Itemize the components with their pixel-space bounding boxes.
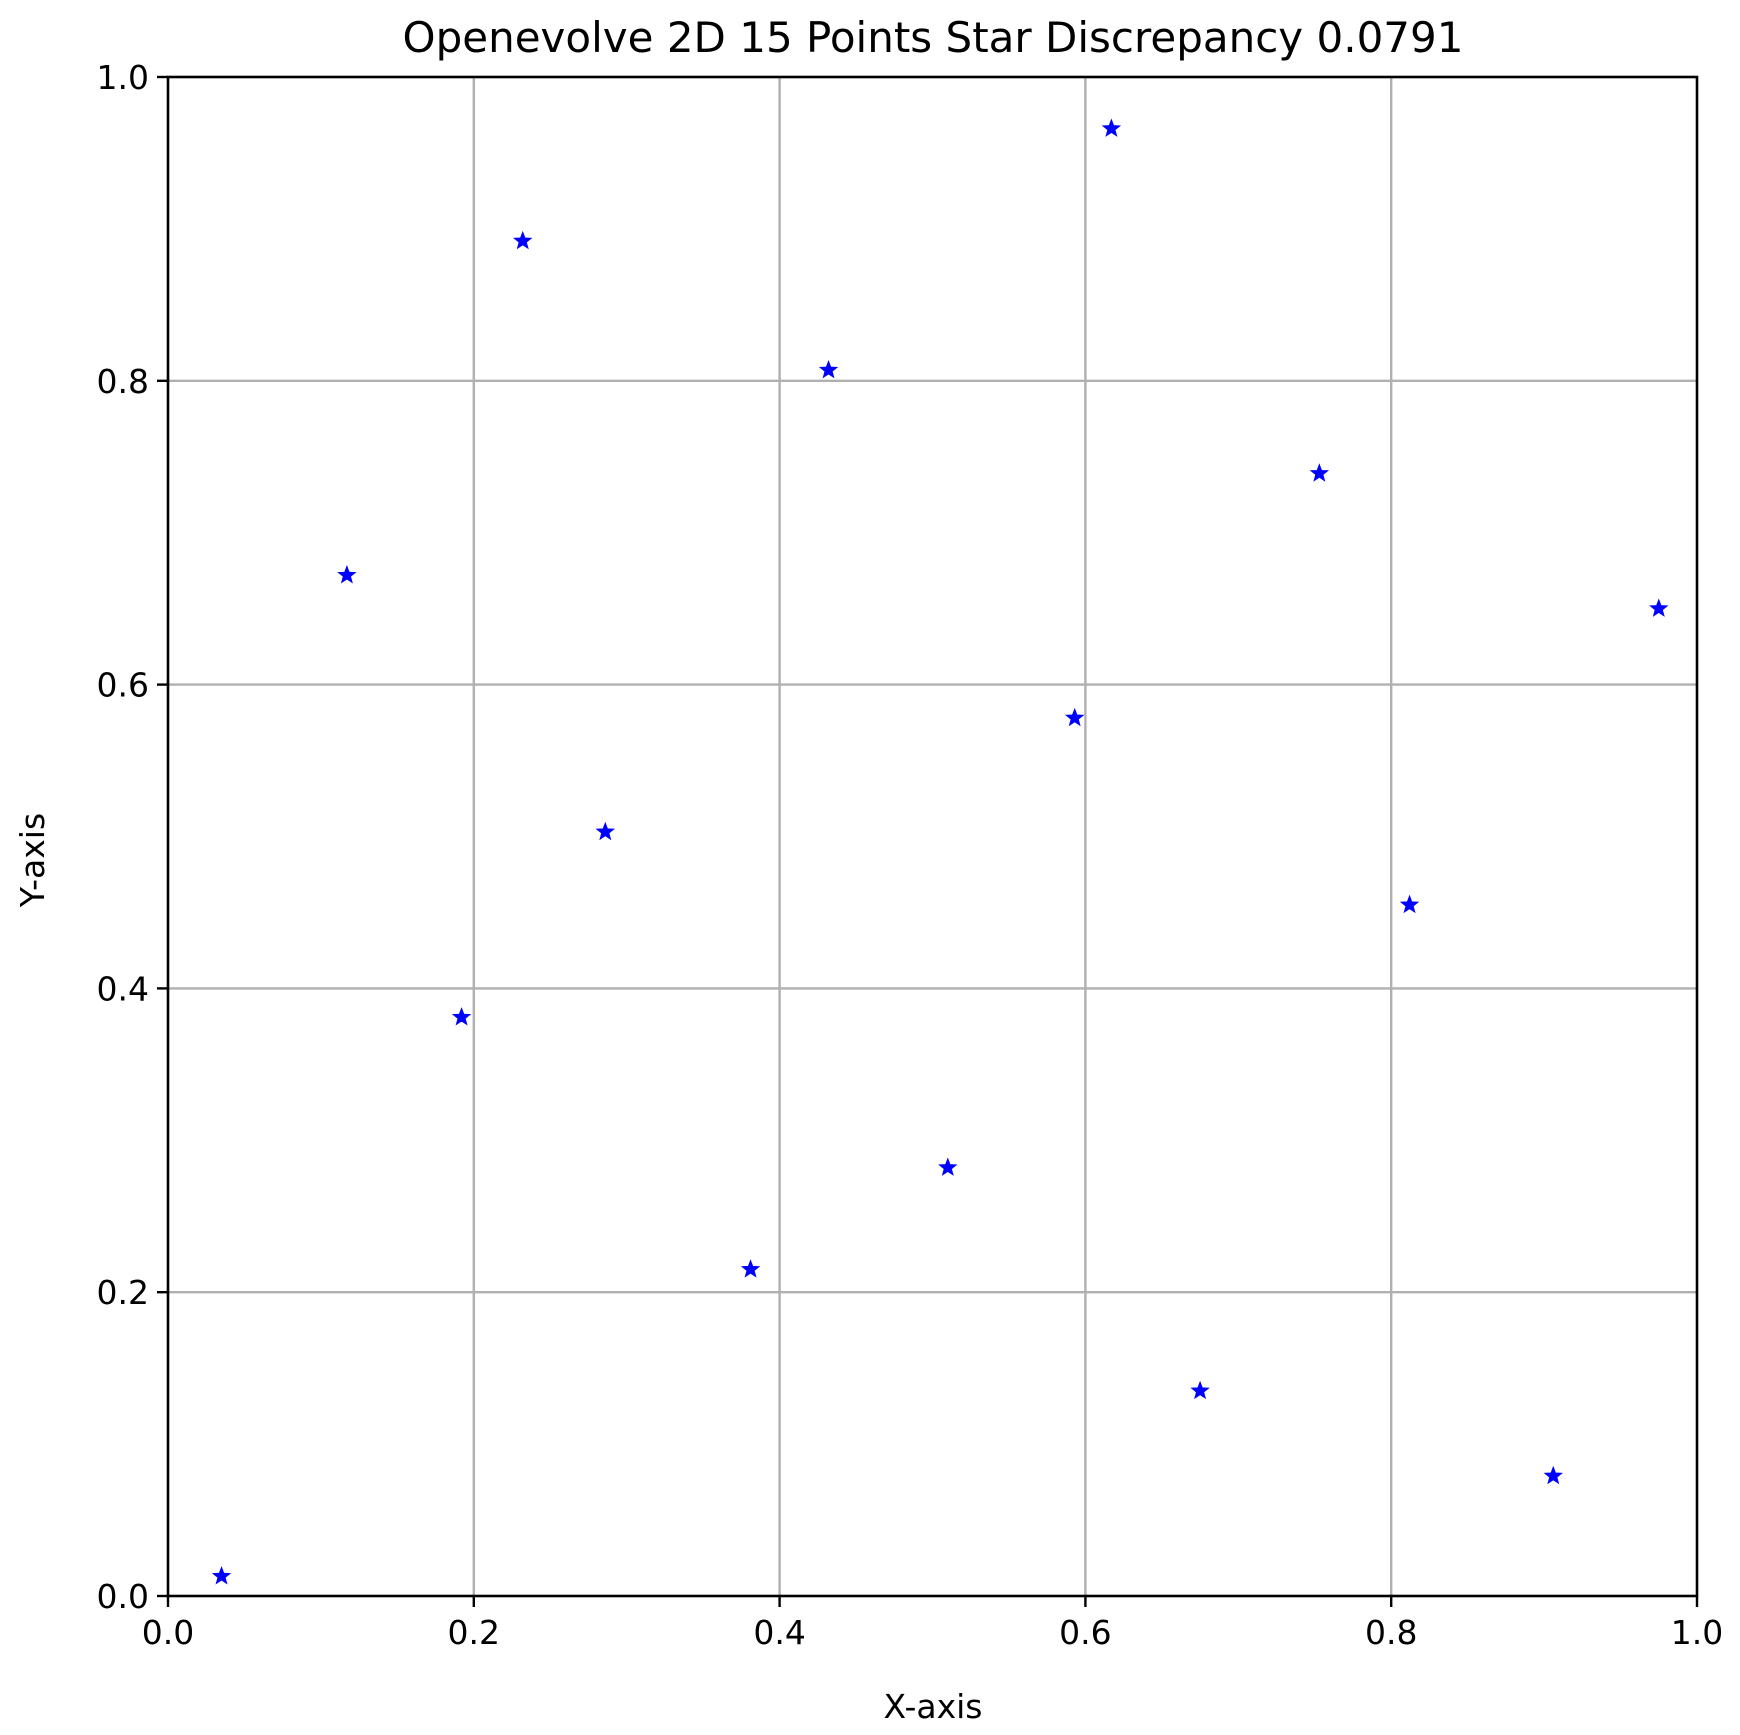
y-axis-label: Y-axis	[13, 813, 52, 908]
data-point	[818, 359, 839, 379]
data-point	[1309, 463, 1330, 482]
y-tick-label: 0.2	[97, 1273, 149, 1312]
data-point	[1101, 118, 1122, 137]
data-point	[451, 1007, 472, 1026]
x-tick-label: 0.6	[1059, 1613, 1111, 1652]
x-tick-label: 0.2	[448, 1613, 500, 1652]
data-point	[740, 1259, 761, 1278]
chart-title: Openevolve 2D 15 Points Star Discrepancy…	[403, 13, 1464, 62]
y-tick-label: 0.8	[97, 362, 149, 401]
data-point	[1399, 894, 1420, 914]
x-tick-label: 0.0	[142, 1613, 194, 1652]
data-point	[595, 821, 615, 841]
x-axis-label: X-axis	[884, 1687, 983, 1726]
x-tick-label: 0.8	[1365, 1613, 1417, 1652]
plot-frame	[166, 75, 1699, 1598]
data-point	[938, 1157, 958, 1176]
x-tick-label: 1.0	[1671, 1613, 1723, 1652]
data-point	[513, 230, 533, 250]
data-points	[211, 118, 1669, 1585]
data-point	[211, 1566, 232, 1585]
data-point	[1543, 1465, 1563, 1485]
data-point	[1190, 1380, 1210, 1400]
y-tick-label: 0.4	[97, 969, 149, 1008]
y-tick-label: 1.0	[97, 58, 149, 97]
data-point	[1649, 598, 1669, 617]
data-point	[1064, 707, 1085, 727]
y-axis-ticks: 0.0 0.2 0.4 0.6 0.8 1.0	[97, 58, 168, 1616]
y-tick-label: 0.6	[97, 666, 149, 705]
data-point	[337, 565, 357, 584]
x-axis-ticks: 0.0 0.2 0.4 0.6 0.8 1.0	[142, 1596, 1723, 1652]
grid-lines	[168, 77, 1697, 1596]
x-tick-label: 0.4	[753, 1613, 805, 1652]
y-tick-label: 0.0	[97, 1577, 149, 1616]
